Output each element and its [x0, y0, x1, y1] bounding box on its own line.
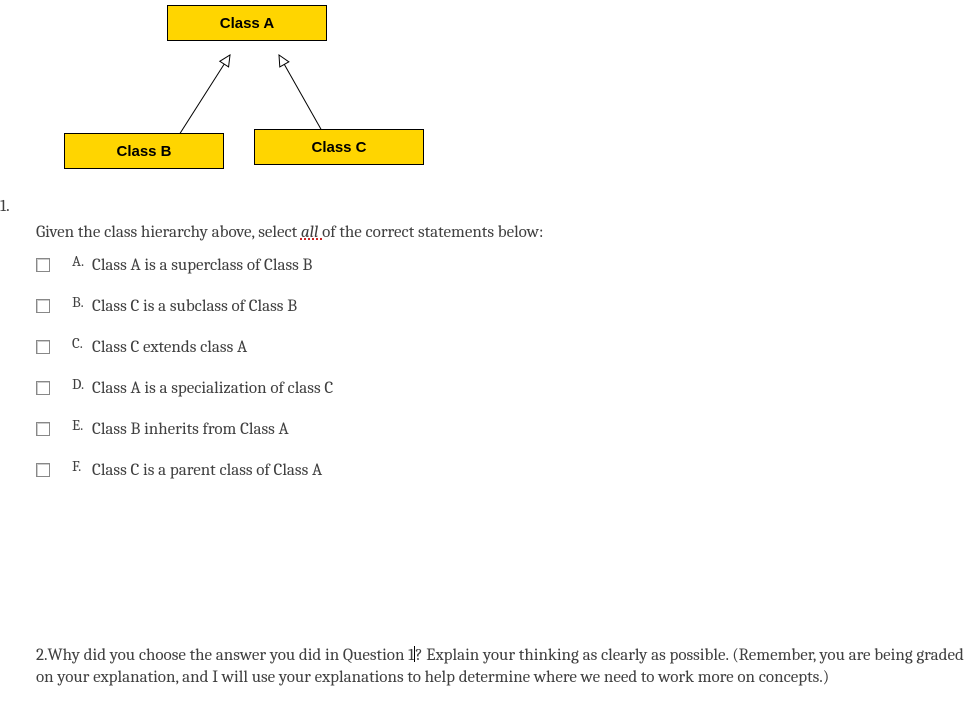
option-text: Class A is a superclass of Class B — [92, 256, 312, 275]
option-row-c: C.Class C extends class A — [36, 338, 956, 357]
checkbox-e[interactable] — [36, 422, 50, 436]
prompt-emphasis: all — [301, 223, 322, 242]
option-row-f: F.Class C is a parent class of Class A — [36, 461, 956, 480]
option-text: Class B inherits from Class A — [92, 420, 289, 439]
checkbox-f[interactable] — [36, 463, 50, 477]
options-list: A.Class A is a superclass of Class BB.Cl… — [36, 256, 956, 480]
checkbox-d[interactable] — [36, 381, 50, 395]
option-letter: F. — [72, 457, 92, 475]
class-c-label: Class C — [311, 139, 366, 156]
class-c-box: Class C — [254, 129, 424, 165]
question-1-number: 1. — [0, 197, 10, 216]
class-hierarchy-diagram: Class A Class B Class C — [60, 5, 500, 185]
class-b-label: Class B — [116, 143, 171, 160]
prompt-after: of the correct statements below: — [322, 223, 543, 242]
question-1-body: Given the class hierarchy above, select … — [36, 223, 956, 502]
option-row-a: A.Class A is a superclass of Class B — [36, 256, 956, 275]
option-letter: D. — [72, 375, 92, 393]
option-letter: E. — [72, 416, 92, 434]
option-text: Class C is a subclass of Class B — [92, 297, 297, 316]
question-1-prompt: Given the class hierarchy above, select … — [36, 223, 956, 242]
option-row-b: B.Class C is a subclass of Class B — [36, 297, 956, 316]
class-b-box: Class B — [64, 133, 224, 169]
checkbox-c[interactable] — [36, 340, 50, 354]
option-row-d: D.Class A is a specialization of class C — [36, 379, 956, 398]
checkbox-b[interactable] — [36, 299, 50, 313]
option-row-e: E.Class B inherits from Class A — [36, 420, 956, 439]
class-a-label: Class A — [220, 15, 274, 32]
checkbox-a[interactable] — [36, 258, 50, 272]
option-letter: B. — [72, 293, 92, 311]
q2-text-before: 2.Why did you choose the answer you did … — [36, 646, 414, 665]
option-text: Class C is a parent class of Class A — [92, 461, 322, 480]
option-letter: A. — [72, 252, 92, 270]
prompt-before: Given the class hierarchy above, select — [36, 223, 301, 242]
class-a-box: Class A — [167, 5, 327, 41]
option-letter: C. — [72, 334, 92, 352]
option-text: Class A is a specialization of class C — [92, 379, 333, 398]
question-2-body: 2.Why did you choose the answer you did … — [36, 645, 966, 689]
option-text: Class C extends class A — [92, 338, 247, 357]
